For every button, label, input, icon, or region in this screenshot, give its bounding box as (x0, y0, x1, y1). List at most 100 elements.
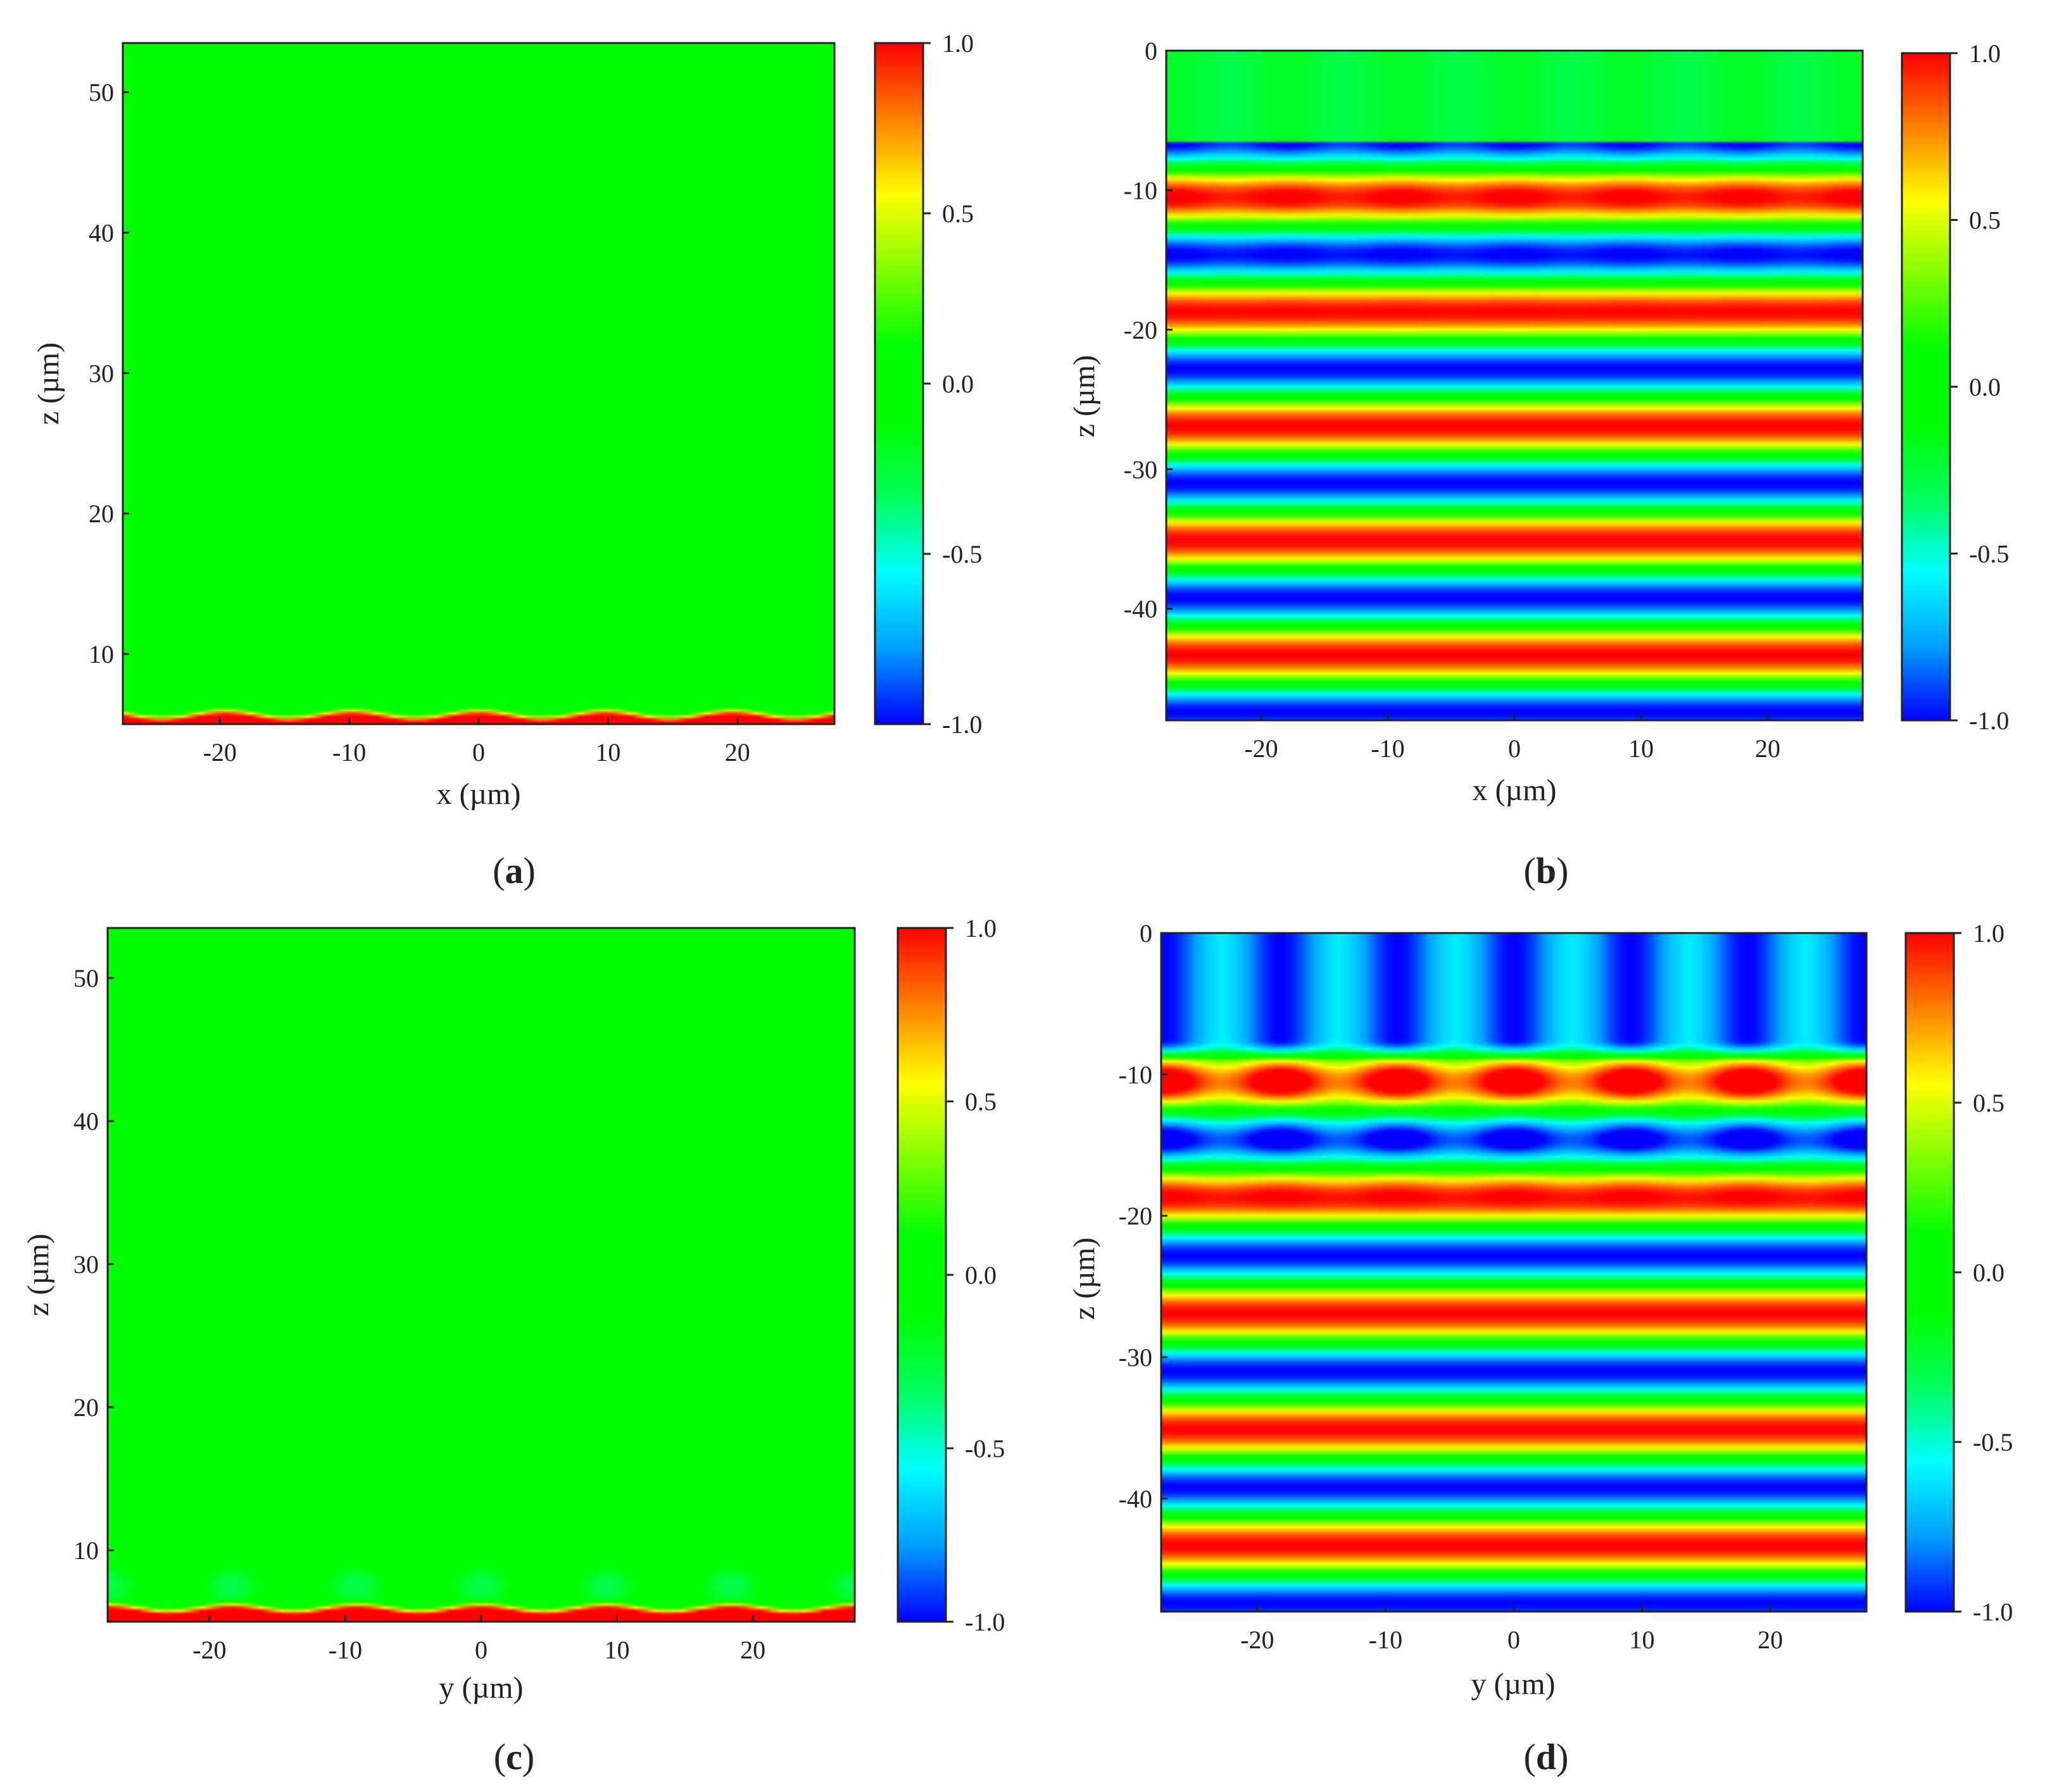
xtick-label-b: 10 (1628, 734, 1654, 763)
colorbar-scale-d (1904, 932, 1955, 1613)
heatmap-image-a (123, 43, 834, 724)
colorbar-label-a: 1.0 (942, 29, 974, 58)
heatmap-b (1166, 51, 1863, 720)
ytick-label-b: 0 (1145, 37, 1157, 65)
ytick-label-d: -30 (1119, 1343, 1152, 1372)
ytick-label-a: 20 (89, 499, 114, 528)
ytick-label-c: 20 (73, 1393, 99, 1422)
colorbar-c: 1.0 0.5 0.0 -0.5 -1.0 (897, 914, 1005, 1636)
caption-a: (a) (493, 850, 536, 891)
ytick-label-b: -10 (1124, 176, 1157, 204)
ytick-label-b: -20 (1124, 316, 1157, 344)
ytick-label-a: 10 (89, 640, 114, 668)
xlabel-a: x (µm) (437, 777, 521, 811)
panel-b: -20 -10 0 10 20 0 -10 -20 -30 -40 1.0 0.5 0.0 -0.5 -1… (1067, 37, 2009, 891)
ytick-label-a: 50 (89, 78, 114, 107)
axis-ticks-a: -20 -10 0 10 20 10 20 30 40 50 (89, 78, 750, 767)
xlabel-b: x (µm) (1473, 774, 1557, 807)
xtick-label-a: 10 (595, 738, 620, 767)
heatmap-c (108, 928, 855, 1622)
caption-b: (b) (1524, 850, 1569, 891)
xtick-label-d: 0 (1507, 1626, 1520, 1654)
colorbar-b: 1.0 0.5 0.0 -0.5 -1.0 (1901, 39, 2009, 735)
colorbar-label-b: 1.0 (1969, 39, 2001, 68)
colorbar-label-a: -1.0 (942, 710, 982, 739)
colorbar-d: 1.0 0.5 0.0 -0.5 -1.0 (1904, 919, 2013, 1626)
colorbar-label-a: 0.0 (942, 370, 974, 398)
heatmap-image-d (1161, 933, 1866, 1612)
xtick-label-b: 20 (1755, 734, 1780, 763)
ylabel-d: z (µm) (1067, 1237, 1101, 1320)
ytick-label-d: -20 (1119, 1202, 1152, 1231)
ytick-label-b: -30 (1124, 455, 1157, 484)
xtick-label-d: -20 (1240, 1626, 1274, 1654)
panel-d: -20 -10 0 10 20 0 -10 -20 -30 -40 1.0 0.5 0.0 -0.5 -1… (1067, 919, 2013, 1777)
axis-ticks-d: -20 -10 0 10 20 0 -10 -20 -30 -40 (1119, 919, 1783, 1654)
colorbar-label-b: -0.5 (1969, 540, 2009, 568)
caption-letter-d: d (1536, 1736, 1556, 1777)
heatmap-image-b (1166, 51, 1863, 720)
ytick-label-d: -10 (1119, 1060, 1152, 1089)
ytick-label-c: 50 (73, 964, 99, 993)
xlabel-d: y (µm) (1471, 1667, 1556, 1701)
colorbar-label-b: 0.5 (1969, 206, 2001, 235)
colorbar-label-c: 0.5 (965, 1087, 997, 1116)
xtick-label-d: -10 (1369, 1626, 1402, 1654)
xtick-label-d: 10 (1630, 1626, 1655, 1654)
caption-c: (c) (494, 1736, 534, 1777)
caption-letter-a: a (505, 850, 524, 891)
xtick-label-c: 20 (740, 1636, 765, 1664)
xtick-label-c: 10 (605, 1636, 630, 1664)
colorbar-label-c: 1.0 (965, 914, 997, 943)
colorbar-label-d: -1.0 (1973, 1598, 2013, 1626)
colorbar-label-d: 0.0 (1973, 1258, 2004, 1287)
ytick-label-a: 30 (89, 359, 114, 387)
heatmap-image-c (108, 928, 855, 1622)
colorbar-label-b: -1.0 (1969, 706, 2009, 735)
xtick-label-c: 0 (475, 1636, 488, 1664)
xtick-label-a: -10 (332, 738, 366, 767)
xtick-label-a: 20 (725, 738, 750, 767)
colorbar-scale-c (897, 927, 947, 1623)
caption-d: (d) (1524, 1736, 1569, 1777)
colorbar-label-c: 0.0 (965, 1261, 997, 1289)
heatmap-a (123, 43, 834, 724)
xtick-label-b: -10 (1371, 734, 1404, 763)
xtick-label-a: -20 (203, 738, 237, 767)
colorbar-label-a: -0.5 (942, 540, 982, 568)
colorbar-label-c: -0.5 (965, 1434, 1005, 1463)
heatmap-d (1161, 933, 1866, 1612)
ytick-label-b: -40 (1124, 595, 1157, 623)
ylabel-b: z (µm) (1067, 355, 1101, 437)
ytick-label-c: 10 (73, 1536, 99, 1565)
colorbar-a: 1.0 0.5 0.0 -0.5 -1.0 (874, 29, 982, 739)
colorbar-label-d: 0.5 (1973, 1089, 2004, 1117)
ylabel-c: z (µm) (22, 1234, 55, 1316)
ytick-label-d: 0 (1140, 919, 1152, 948)
colorbar-label-c: -1.0 (965, 1608, 1005, 1636)
xtick-label-c: -10 (329, 1636, 362, 1664)
ytick-label-c: 40 (73, 1107, 99, 1136)
caption-letter-c: c (506, 1736, 522, 1777)
xtick-label-b: 0 (1508, 734, 1521, 763)
caption-letter-b: b (1536, 850, 1556, 891)
ylabel-a: z (µm) (32, 342, 65, 425)
axis-ticks-c: -20 -10 0 10 20 10 20 30 40 50 (73, 964, 765, 1664)
xtick-label-c: -20 (192, 1636, 226, 1664)
xtick-label-a: 0 (472, 738, 485, 767)
xtick-label-d: 20 (1758, 1626, 1783, 1654)
ytick-label-c: 30 (73, 1250, 99, 1279)
colorbar-label-b: 0.0 (1969, 373, 2001, 401)
xtick-label-b: -20 (1244, 734, 1278, 763)
colorbar-scale-b (1901, 52, 1951, 722)
ytick-label-d: -40 (1119, 1484, 1152, 1513)
colorbar-label-d: 1.0 (1973, 919, 2004, 948)
xlabel-c: y (µm) (439, 1671, 524, 1705)
colorbar-label-a: 0.5 (942, 199, 974, 228)
colorbar-label-d: -0.5 (1973, 1428, 2013, 1457)
ytick-label-a: 40 (89, 219, 114, 247)
axis-ticks-b: -20 -10 0 10 20 0 -10 -20 -30 -40 (1124, 37, 1780, 763)
